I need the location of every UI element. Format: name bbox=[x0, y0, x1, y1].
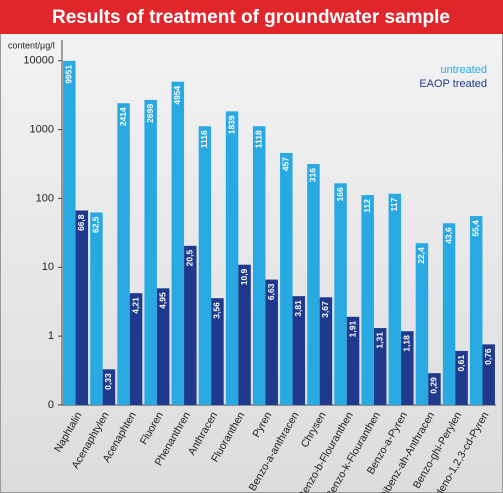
bar bbox=[63, 60, 76, 405]
bar bbox=[415, 243, 429, 405]
bar bbox=[225, 111, 239, 406]
value-label: 112 bbox=[362, 199, 372, 213]
value-label: 457 bbox=[281, 157, 291, 171]
bar bbox=[334, 183, 347, 405]
title-banner bbox=[0, 0, 503, 34]
value-label: 22,4 bbox=[416, 247, 426, 264]
bar bbox=[90, 212, 103, 405]
value-label: 0,29 bbox=[429, 377, 439, 394]
value-label: 0,61 bbox=[456, 355, 466, 372]
y-tick-label: 100 bbox=[36, 192, 54, 204]
value-label: 2698 bbox=[145, 104, 155, 123]
bar bbox=[129, 293, 143, 405]
legend-entry: EAOP treated bbox=[419, 78, 487, 90]
bar bbox=[482, 344, 495, 405]
bar bbox=[346, 316, 360, 405]
bar bbox=[455, 350, 468, 405]
bar bbox=[428, 373, 441, 405]
legend-entry: untreated bbox=[441, 64, 487, 76]
value-label: 316 bbox=[308, 168, 318, 182]
value-label: 43,6 bbox=[443, 227, 453, 244]
value-label: 66,8 bbox=[76, 214, 86, 231]
y-tick-label: 0 bbox=[48, 399, 54, 411]
bar bbox=[144, 99, 157, 405]
y-axis-label: content/µg/l bbox=[8, 40, 55, 50]
bar bbox=[184, 245, 197, 405]
bar bbox=[401, 331, 414, 405]
bar bbox=[198, 126, 212, 405]
bar bbox=[171, 81, 185, 405]
value-label: 3,81 bbox=[293, 300, 303, 317]
value-label: 9951 bbox=[64, 65, 74, 84]
value-label: 166 bbox=[335, 187, 345, 201]
y-tick-label: 1000 bbox=[30, 123, 54, 135]
value-label: 4954 bbox=[172, 85, 182, 104]
value-label: 4,95 bbox=[157, 292, 167, 309]
bar bbox=[469, 216, 483, 405]
value-label: 6,63 bbox=[266, 283, 276, 300]
value-label: 3,67 bbox=[320, 301, 330, 318]
value-label: 3,56 bbox=[212, 302, 222, 319]
bar bbox=[102, 369, 116, 405]
bar bbox=[252, 126, 266, 405]
bar bbox=[156, 288, 170, 405]
value-label: 0,76 bbox=[483, 348, 493, 365]
value-label: 2414 bbox=[118, 107, 128, 126]
bar bbox=[238, 264, 251, 405]
value-label: 1116 bbox=[199, 130, 209, 148]
bar bbox=[373, 328, 387, 405]
value-label: 62,5 bbox=[91, 216, 101, 233]
value-label: 20,5 bbox=[185, 250, 195, 267]
bar bbox=[211, 298, 224, 405]
bar bbox=[75, 210, 89, 405]
value-label: 10,9 bbox=[239, 268, 249, 285]
value-label: 1118 bbox=[253, 130, 263, 148]
bar bbox=[388, 193, 402, 405]
bar bbox=[265, 279, 278, 405]
bar bbox=[117, 103, 130, 405]
value-label: 1,91 bbox=[347, 321, 357, 338]
value-label: 117 bbox=[389, 197, 399, 211]
value-label: 0,33 bbox=[103, 373, 113, 390]
bar bbox=[319, 297, 333, 405]
chart-title: Results of treatment of groundwater samp… bbox=[52, 7, 450, 28]
value-label: 1,18 bbox=[402, 335, 412, 352]
value-label: 1839 bbox=[226, 115, 236, 134]
value-label: 55,4 bbox=[470, 220, 480, 237]
bar bbox=[361, 195, 374, 405]
bar bbox=[292, 296, 306, 405]
bar bbox=[442, 223, 456, 405]
y-tick-label: 10000 bbox=[23, 55, 54, 67]
y-tick-label: 1 bbox=[48, 330, 54, 342]
bar bbox=[280, 152, 293, 405]
value-label: 1,31 bbox=[374, 332, 384, 349]
bar bbox=[307, 164, 320, 405]
y-tick-label: 10 bbox=[42, 261, 54, 273]
value-label: 4,21 bbox=[130, 297, 140, 314]
